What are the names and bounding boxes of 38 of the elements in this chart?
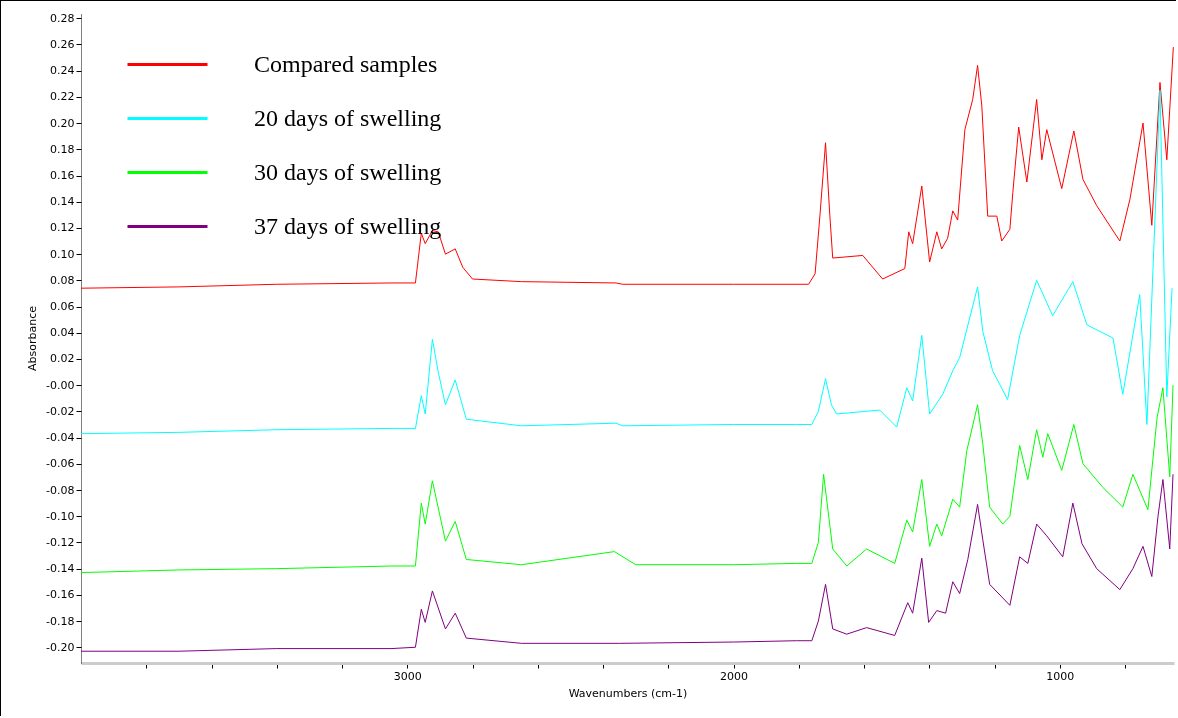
y-tick-label: 0.22 (50, 90, 75, 104)
y-tick-label: -0.02 (46, 404, 75, 418)
y-tick-label: -0.00 (46, 378, 75, 392)
legend-label: Compared samples (254, 50, 438, 77)
y-tick-label: -0.12 (46, 535, 75, 549)
y-tick-label: -0.20 (46, 640, 75, 654)
y-tick-label: 0.18 (50, 142, 75, 156)
y-axis-title: Absorbance (26, 305, 40, 372)
x-tick-label: 2000 (720, 669, 749, 683)
y-tick-label: 0.10 (50, 247, 75, 261)
y-tick-label: 0.02 (50, 352, 75, 366)
x-axis-title: Wavenumbers (cm-1) (568, 686, 688, 700)
y-tick-label: 0.16 (50, 169, 75, 182)
y-tick-label: -0.10 (46, 509, 75, 523)
y-tick-label: -0.14 (46, 562, 75, 576)
x-tick-label: 1000 (1046, 669, 1075, 683)
y-tick-label: -0.06 (46, 457, 75, 471)
legend-label: 30 days of swelling (254, 158, 442, 185)
y-tick-label: 0.28 (50, 11, 75, 25)
line-series (80, 384, 1174, 574)
y-tick-label: -0.16 (46, 588, 75, 602)
y-tick-label: 0.12 (50, 221, 75, 235)
legend-label: 20 days of swelling (254, 104, 442, 131)
y-tick-label: 0.20 (50, 116, 75, 130)
y-tick-label: -0.08 (46, 483, 75, 497)
line-series (80, 89, 1173, 435)
line-series (80, 46, 1174, 289)
y-tick-label: -0.04 (46, 431, 75, 445)
legend-label: 37 days of swelling (254, 212, 442, 239)
x-tick-label: 3000 (393, 669, 422, 683)
y-tick-label: 0.14 (50, 195, 75, 209)
y-tick-label: -0.18 (46, 614, 75, 628)
line-series (80, 473, 1174, 652)
y-tick-label: 0.26 (50, 37, 75, 51)
y-tick-label: 0.08 (50, 273, 75, 287)
y-tick-label: 0.04 (50, 326, 75, 340)
y-tick-label: 0.24 (50, 64, 75, 78)
y-tick-label: 0.06 (50, 300, 75, 314)
